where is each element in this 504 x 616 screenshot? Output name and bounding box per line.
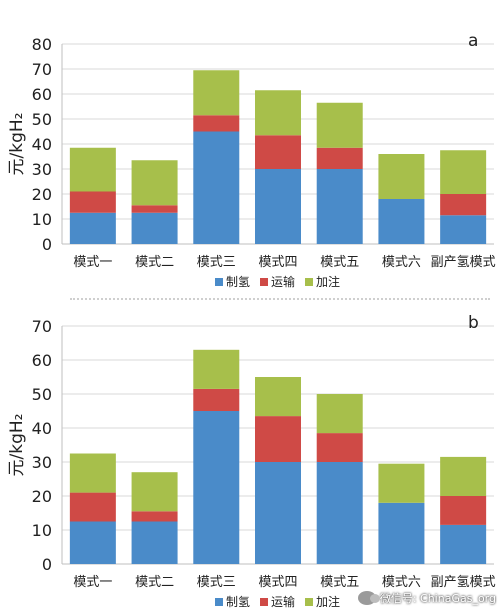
chart-b-legend-swatch [260,598,268,606]
watermark-text: 微信号: ChinaGas_org [379,592,496,605]
chart-a-legend-swatch [215,278,223,286]
chart-b-bar-制氢-模式二 [131,521,178,564]
chart-a-legend-label: 运输 [271,274,295,289]
chart-b-ytick-label: 30 [32,453,52,472]
chart-a-category-label: 模式三 [197,255,236,270]
chart-panel-b: 0 10 20 30 40 50 60 70 元/kgH₂ b 模式一 模式二 模式三 模式四 模式五 模式六… [0,306,504,612]
chart-b-bar-制氢-模式五 [316,462,363,564]
chart-a-ytick-label: 60 [32,85,52,104]
chart-a-category-label: 模式六 [382,255,421,270]
chart-b-bar-加注-模式六 [378,463,425,503]
chart-b-legend-label: 制氢 [226,594,250,609]
stacked-bar-chart-a: 0 10 20 30 40 50 60 70 80 元/kgH₂ a 模式一 模式二 模式三 模式四 模式五 模… [7,31,496,289]
chart-a-panel-label: a [468,31,478,51]
chart-a-ytick-label: 30 [32,160,52,179]
chart-b-bar-制氢-副产氢模式 [440,524,487,564]
chart-b-category-label: 模式三 [197,575,236,590]
chart-b-bar-加注-模式四 [255,377,301,417]
chart-b-bar-加注-模式一 [69,453,116,493]
chart-b-category-label: 模式一 [73,575,112,590]
chart-b-bar-加注-模式三 [193,349,240,389]
chart-a-bar-运输-模式一 [69,191,116,213]
chart-a-ytick-label: 20 [32,185,52,204]
chart-a-bar-运输-模式五 [316,147,363,169]
chart-b-ytick-label: 60 [32,351,52,370]
chart-b-bar-运输-模式二 [131,511,178,522]
chart-a-bar-运输-模式三 [193,115,240,132]
chart-b-bar-加注-模式二 [131,472,178,512]
chart-b-ytick-label: 10 [32,521,52,540]
stacked-bar-chart-b: 0 10 20 30 40 50 60 70 元/kgH₂ b 模式一 模式二 模式三 模式四 模式五 模式六… [7,313,496,609]
chart-a-bar-加注-副产氢模式 [440,150,487,194]
chart-a-bar-制氢-模式六 [378,199,425,244]
chart-a-category-label: 模式一 [73,255,112,270]
chart-a-ytick-label: 10 [32,210,52,229]
chart-a-bar-加注-模式二 [131,160,178,206]
chart-b-legend-swatch [305,598,313,606]
chart-a-bar-制氢-模式五 [316,169,363,244]
chart-b-ytick-label: 70 [32,317,52,336]
chart-a-bar-加注-模式三 [193,70,240,116]
chart-a-bar-运输-模式四 [255,135,301,169]
chart-b-category-label: 模式六 [382,575,421,590]
chart-a-bar-运输-模式二 [131,205,178,213]
chart-a-ytick-label: 40 [32,135,52,154]
chart-b-category-label: 模式五 [320,575,359,590]
chart-b-bar-运输-模式一 [69,492,116,522]
chart-b-bar-加注-模式五 [316,394,363,434]
chart-a-bar-制氢-模式一 [69,212,116,244]
chart-a-ytick-label: 80 [32,35,52,54]
chart-a-ytick-label: 70 [32,60,52,79]
chart-b-bar-制氢-模式六 [378,502,425,564]
wechat-icon [357,591,380,605]
chart-b-legend-label: 运输 [271,594,295,609]
chart-b-bar-制氢-模式一 [69,521,116,564]
chart-b-bar-制氢-模式四 [255,462,301,564]
chart-b-legend-label: 加注 [316,594,340,609]
chart-a-legend-swatch [305,278,313,286]
chart-b-ytick-label: 50 [32,385,52,404]
chart-b-panel-label: b [468,313,479,333]
chart-a-legend-label: 制氢 [226,274,250,289]
chart-a-bar-加注-模式六 [378,154,425,199]
chart-b-legend-swatch [215,598,223,606]
chart-b-bar-制氢-模式三 [193,411,240,564]
chart-a-category-label: 模式五 [320,255,359,270]
chart-a-bar-加注-模式五 [316,102,363,148]
chart-a-legend-swatch [260,278,268,286]
chart-a-bar-制氢-副产氢模式 [440,215,487,244]
chart-b-bar-运输-模式三 [193,388,240,411]
chart-a-bar-运输-副产氢模式 [440,194,487,216]
chart-b-ytick-label: 0 [42,555,52,574]
chart-b-bar-运输-模式五 [316,433,363,462]
chart-a-y-axis-label: 元/kgH₂ [7,113,27,176]
chart-b-bar-加注-副产氢模式 [440,456,487,496]
chart-b-ytick-label: 40 [32,419,52,438]
chart-a-category-label: 模式二 [135,255,174,270]
chart-b-y-axis-label: 元/kgH₂ [7,414,27,477]
chart-a-ytick-label: 0 [42,235,52,254]
chart-b-ytick-label: 20 [32,487,52,506]
chart-a-ytick-label: 50 [32,110,52,129]
chart-b-category-label: 副产氢模式 [431,575,496,590]
panel-divider [70,298,490,300]
chart-b-bar-运输-模式四 [255,416,301,462]
chart-panel-a: 0 10 20 30 40 50 60 70 80 元/kgH₂ a 模式一 模式二 模式三 模式四 模式五 模… [0,0,504,300]
chart-a-legend-label: 加注 [316,274,340,289]
chart-b-bar-运输-副产氢模式 [440,496,487,525]
chart-a-bar-加注-模式一 [69,147,116,192]
watermark: 微信号: ChinaGas_org [357,590,496,606]
chart-a-bar-制氢-模式三 [193,131,240,244]
chart-b-category-label: 模式四 [258,575,297,590]
chart-b-category-label: 模式二 [135,575,174,590]
chart-a-bar-制氢-模式四 [255,169,301,244]
chart-a-category-label: 副产氢模式 [431,255,496,270]
chart-a-bar-制氢-模式二 [131,212,178,244]
chart-a-bar-加注-模式四 [255,90,301,136]
chart-a-category-label: 模式四 [258,255,297,270]
